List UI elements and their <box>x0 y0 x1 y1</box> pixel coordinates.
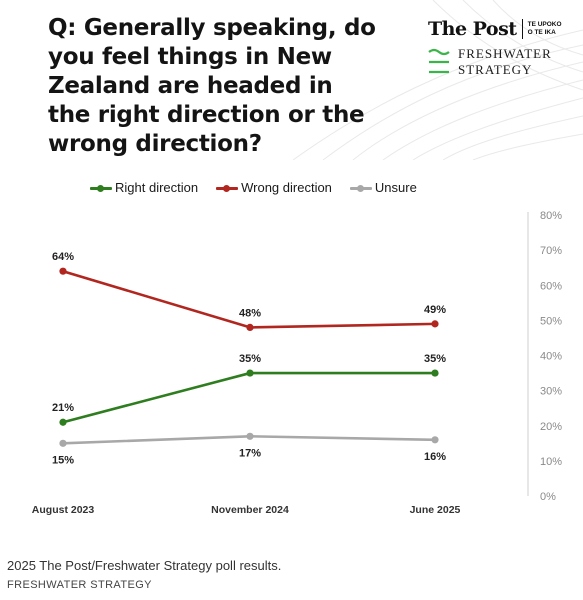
legend-swatch-unsure <box>349 181 372 195</box>
data-point <box>246 369 254 377</box>
legend-item-wrong: Wrong direction <box>216 180 332 195</box>
data-label: 16% <box>424 451 446 463</box>
legend-label-unsure: Unsure <box>374 180 417 195</box>
y-tick-label: 30% <box>540 386 562 398</box>
legend-swatch-wrong <box>216 181 239 195</box>
series-line-0 <box>62 371 435 424</box>
data-label: 21% <box>52 402 74 414</box>
legend-label-wrong: Wrong direction <box>241 180 332 195</box>
chart-credit: FRESHWATER STRATEGY <box>7 579 152 591</box>
data-label: 35% <box>424 353 446 365</box>
y-tick-label: 40% <box>540 351 562 363</box>
data-point <box>246 323 254 331</box>
legend-item-right: Right direction <box>90 180 198 195</box>
y-tick-label: 60% <box>540 280 562 292</box>
the-post-name: The Post <box>428 18 517 40</box>
y-tick-label: 0% <box>540 491 556 503</box>
y-tick-label: 20% <box>540 421 562 433</box>
y-tick-label: 10% <box>540 456 562 468</box>
data-point <box>431 369 439 377</box>
wave-lines-icon <box>428 48 450 74</box>
data-point <box>431 436 439 444</box>
strategy-name: STRATEGY <box>458 62 533 77</box>
x-tick-label: August 2023 <box>32 504 95 516</box>
the-post-subtitle: TE UPOKO O TE IKA <box>527 21 562 36</box>
y-tick-label: 80% <box>540 210 562 222</box>
line-chart: 0% 10% 20% 30% 40% 50% 60% 70% 80% August 2023 Nov… <box>32 210 562 516</box>
legend-label-right: Right direction <box>115 180 199 195</box>
x-tick-label: November 2024 <box>211 504 289 516</box>
legend-item-unsure: Unsure <box>349 180 417 195</box>
data-label: 48% <box>239 307 261 319</box>
data-point <box>431 320 439 328</box>
legend-swatch-right <box>90 181 112 195</box>
x-tick-label: June 2025 <box>410 504 461 516</box>
logo-divider <box>521 19 523 39</box>
decorative-wave-lines <box>292 0 583 160</box>
chart-card: Q: Generally speaking, do you feel thing… <box>31 0 583 516</box>
y-tick-label: 50% <box>540 315 562 327</box>
the-post-logo: The Post TE UPOKO O TE IKA <box>428 18 568 40</box>
data-label: 17% <box>239 447 261 459</box>
data-point <box>59 439 67 447</box>
data-point <box>59 418 67 426</box>
data-label: 49% <box>424 304 446 316</box>
chart-caption: 2025 The Post/Freshwater Strategy poll r… <box>7 558 282 573</box>
freshwater-strategy-logo: FRESHWATER STRATEGY <box>428 46 552 78</box>
data-label: 15% <box>52 454 74 466</box>
data-point <box>59 267 67 275</box>
data-label: 64% <box>52 251 74 263</box>
chart-legend: Right direction Wrong direction Unsure <box>90 180 435 195</box>
freshwater-name: FRESHWATER <box>458 46 552 61</box>
question-title: Q: Generally speaking, do you feel thing… <box>48 15 376 157</box>
y-tick-label: 70% <box>540 245 562 257</box>
data-point <box>246 432 254 440</box>
data-label: 35% <box>239 353 261 365</box>
